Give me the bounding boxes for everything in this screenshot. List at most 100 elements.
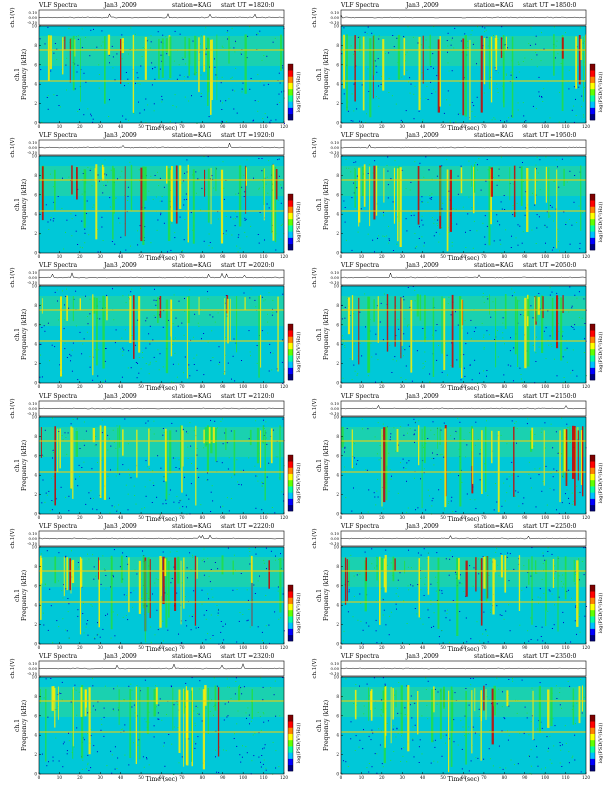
noise-speck xyxy=(358,746,360,748)
noise-speck xyxy=(228,98,230,100)
noise-speck xyxy=(413,433,415,435)
sferic-burst xyxy=(492,558,495,615)
noise-speck xyxy=(224,354,226,356)
sferic-burst xyxy=(545,166,547,203)
noise-speck xyxy=(249,297,251,299)
sferic-burst xyxy=(509,167,511,201)
noise-speck xyxy=(490,609,492,611)
noise-speck xyxy=(282,293,284,295)
noise-speck xyxy=(153,725,155,727)
noise-speck xyxy=(523,314,525,316)
noise-speck xyxy=(561,335,563,337)
noise-speck xyxy=(137,77,139,79)
noise-speck xyxy=(85,295,86,297)
sferic-burst xyxy=(245,165,247,214)
noise-speck xyxy=(169,602,171,604)
noise-speck xyxy=(93,566,95,568)
sferic-burst xyxy=(279,558,282,613)
noise-speck xyxy=(376,490,378,492)
noise-speck xyxy=(522,102,524,104)
noise-speck xyxy=(535,52,537,54)
noise-speck xyxy=(410,215,412,217)
noise-speck xyxy=(243,196,245,197)
noise-speck xyxy=(265,767,267,769)
noise-speck xyxy=(68,637,70,639)
noise-speck xyxy=(234,51,236,53)
x-tick-label: 10 xyxy=(57,645,63,650)
noise-speck xyxy=(145,347,147,349)
noise-speck xyxy=(98,74,100,75)
noise-speck xyxy=(149,343,151,345)
colorbar-frame xyxy=(589,193,596,251)
noise-speck xyxy=(284,122,285,124)
sferic-burst xyxy=(139,686,141,760)
noise-speck xyxy=(74,684,76,686)
x-tick-label: 110 xyxy=(260,254,268,259)
noise-speck xyxy=(399,572,401,574)
noise-speck xyxy=(556,292,558,294)
noise-speck xyxy=(511,474,513,476)
noise-speck xyxy=(109,512,111,514)
y-axis-label: Frequency (kHz) xyxy=(21,440,28,491)
noise-speck xyxy=(437,691,439,693)
noise-speck xyxy=(171,578,173,579)
noise-speck xyxy=(134,495,136,496)
x-tick-label: 20 xyxy=(77,254,83,259)
noise-speck xyxy=(418,238,420,239)
noise-speck xyxy=(283,559,284,561)
panel-svg: VLF Spectra Jan3 ,2009 station=KAG start UT… xyxy=(311,2,604,132)
noise-speck xyxy=(457,324,459,326)
waveform-ylabel: ch.1(V) xyxy=(311,7,318,27)
noise-speck xyxy=(97,633,99,635)
noise-speck xyxy=(200,209,202,211)
x-tick-label: 0 xyxy=(38,515,41,520)
noise-speck xyxy=(241,186,243,188)
noise-speck xyxy=(236,459,238,461)
noise-speck xyxy=(232,218,234,220)
noise-speck xyxy=(359,593,361,595)
noise-speck xyxy=(178,300,180,302)
noise-speck xyxy=(376,71,378,73)
noise-speck xyxy=(537,596,539,598)
noise-speck xyxy=(158,185,160,187)
noise-speck xyxy=(220,420,222,422)
noise-speck xyxy=(543,48,545,50)
noise-speck xyxy=(353,162,355,163)
noise-speck xyxy=(390,478,392,480)
noise-speck xyxy=(75,36,77,38)
noise-speck xyxy=(570,158,572,160)
noise-speck xyxy=(238,484,240,485)
noise-speck xyxy=(234,733,235,735)
noise-speck xyxy=(527,418,529,420)
noise-speck xyxy=(222,443,224,445)
noise-speck xyxy=(203,374,205,376)
noise-speck xyxy=(241,360,242,361)
noise-speck xyxy=(191,677,193,679)
waveform-trace xyxy=(38,662,284,670)
noise-speck xyxy=(482,292,484,294)
noise-speck xyxy=(127,619,129,621)
noise-speck xyxy=(472,585,474,587)
noise-speck xyxy=(135,344,136,346)
noise-speck xyxy=(382,598,384,600)
noise-speck xyxy=(388,242,390,244)
noise-speck xyxy=(117,614,118,616)
noise-speck xyxy=(224,703,226,705)
sferic-burst xyxy=(99,425,102,498)
noise-speck xyxy=(114,768,116,770)
noise-speck xyxy=(92,206,94,208)
noise-speck xyxy=(531,715,533,717)
sferic-burst xyxy=(585,34,586,81)
noise-speck xyxy=(148,711,150,713)
noise-speck xyxy=(541,32,542,34)
colorbar-segment xyxy=(288,498,293,506)
waveform-tick-label: 0.10 xyxy=(331,270,340,275)
noise-speck xyxy=(97,251,99,253)
panel-start-time: start UT =1920:0 xyxy=(221,132,275,139)
sferic-burst xyxy=(120,555,123,583)
noise-speck xyxy=(378,85,379,87)
noise-speck xyxy=(172,363,174,365)
x-tick-label: 0 xyxy=(340,775,343,780)
noise-speck xyxy=(565,221,567,223)
noise-speck xyxy=(209,242,211,243)
